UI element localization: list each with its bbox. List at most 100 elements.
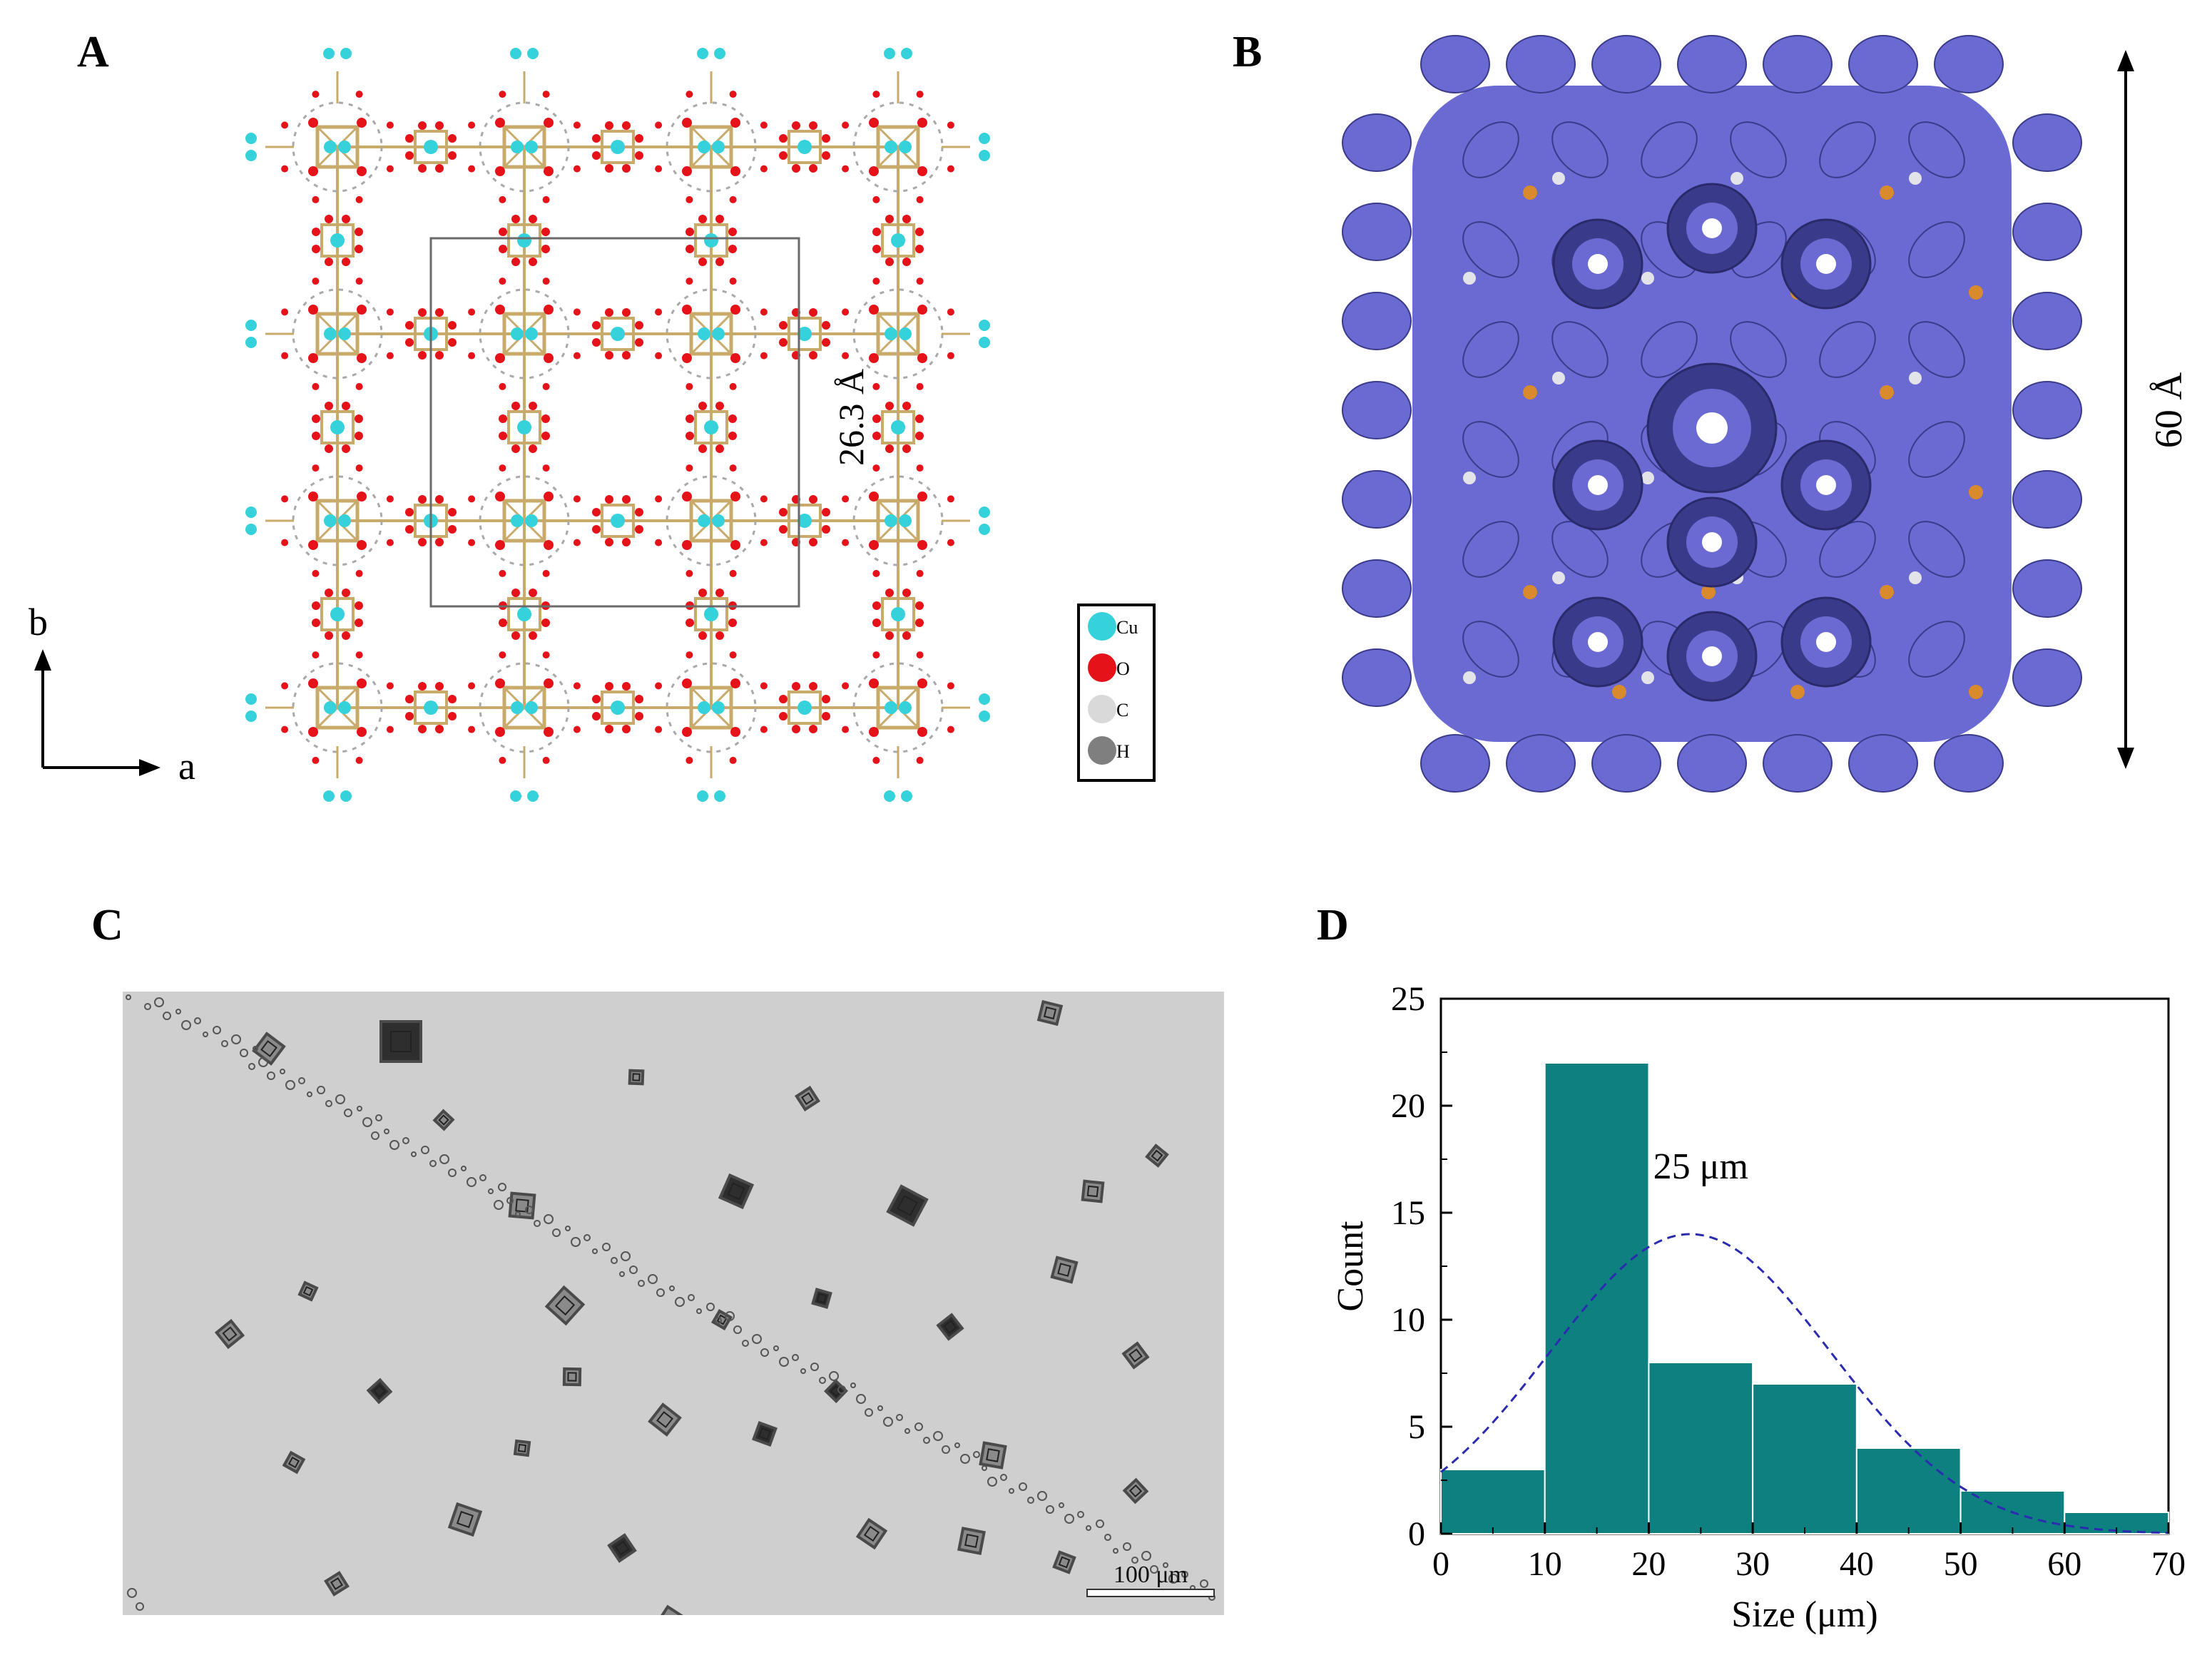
histogram-bar [1752,1383,1857,1534]
crystal-particle [297,1280,319,1302]
arrow-right-icon [139,759,160,776]
crystal-particle [628,1069,645,1086]
panel-label-a: A [77,28,109,76]
paddlewheel-unit [592,682,643,733]
crystal-particle [324,1571,350,1597]
pore-opening [1666,183,1758,274]
cage-node [655,91,768,203]
paddlewheel-unit [779,682,830,733]
height-dimension: 60 Å [2117,50,2190,769]
cage-node [468,277,581,390]
x-tick-label: 0 [1432,1545,1449,1583]
paddlewheel-unit [499,215,550,266]
surface-lobe [2012,113,2082,172]
y-tick-label: 5 [1408,1408,1425,1446]
y-tick-label: 15 [1391,1194,1425,1232]
crystal-particle [957,1527,986,1555]
crystal-particle [379,1020,422,1063]
histogram-bar [1648,1362,1754,1534]
crystal-particle [1050,1256,1079,1284]
surface-lobe [1934,734,2004,793]
surface-lobe [1677,734,1747,793]
x-tick-label: 10 [1528,1545,1562,1583]
panel-label-c: C [91,901,123,949]
histogram-bar [1855,1447,1962,1534]
crystal-particle [513,1439,531,1457]
optical-micrograph: 100 μm [123,992,1224,1615]
surface-lobe [2012,292,2082,350]
crystal-particle [562,1367,582,1387]
surface-lobe [1591,734,1661,793]
crystal-particle [811,1288,832,1309]
paddlewheel-unit [405,682,457,733]
cage-node [655,464,768,577]
cage-node [842,277,954,390]
x-tick-label: 70 [2151,1545,2186,1583]
cell-dimension-label: 26.3 Å [831,369,871,466]
paddlewheel-unit [872,589,924,640]
legend-swatch [1088,736,1116,765]
axis-label-b: b [29,601,48,643]
x-tick-label: 60 [2047,1545,2081,1583]
legend-swatch [1088,695,1116,723]
crystal-particle [214,1318,245,1350]
pore-opening [1780,218,1872,310]
surface-lobe [1763,734,1833,793]
pore-opening [1780,596,1872,688]
surface-dimension-label: 60 Å [2147,372,2190,449]
surface-lobe [1506,35,1576,93]
paddlewheel-unit [685,402,737,453]
unit-cell-outline [429,237,800,608]
peak-annotation: 25 μm [1653,1146,1748,1187]
crystal-particle [795,1086,820,1111]
surface-lobe [1506,734,1576,793]
y-tick-label: 20 [1391,1087,1425,1125]
crystal-particle [886,1184,929,1227]
surface-lobe [1763,35,1833,93]
surface-lobe [1677,35,1747,93]
crystal-particle [282,1450,306,1475]
paddlewheel-unit [312,589,363,640]
crystal-particle [1145,1144,1169,1168]
pore-opening [1646,362,1778,494]
crystal-particle [544,1285,586,1326]
legend-swatch [1088,612,1116,641]
paddlewheel-unit [499,402,550,453]
paddlewheel-unit [312,215,363,266]
legend-label: H [1116,741,1130,762]
surface-lobe [1342,559,1412,618]
crystal-particle [508,1191,536,1220]
surface-lobe [2012,203,2082,261]
paddlewheel-unit [685,215,737,266]
surface-lobe [1342,648,1412,707]
cage-node [655,651,768,764]
crystal-particle [648,1402,682,1437]
panel-label-b: B [1233,28,1263,76]
crystal-particle [366,1378,393,1405]
paddlewheel-unit [592,121,643,173]
pore-opening [1666,497,1758,588]
surface-lobe [1342,113,1412,172]
pore-surface [1342,35,2082,793]
pore-opening [1552,218,1643,310]
pore-opening [1666,611,1758,702]
surface-lobe [2012,559,2082,618]
cage-node [281,277,394,390]
cage-node [281,91,394,203]
crystal-particles [126,994,1215,1615]
crystal-particle [1122,1477,1149,1504]
lattice-network [245,48,990,802]
size-distribution-histogram: 0 10 20 30 40 50 60 70 0 5 10 15 20 25 Size (μm) Count 2… [1330,980,2186,1635]
scale-bar: 100 μm [1086,1562,1215,1597]
pore-opening [1552,596,1643,688]
crystal-particle [447,1502,483,1537]
y-axis-label: Count [1330,1221,1371,1312]
crystal-particle [1036,999,1064,1027]
surface-lobe [1591,35,1661,93]
cage-node [281,651,394,764]
legend-label: C [1116,700,1128,720]
crystal-particle [979,1441,1007,1470]
legend-label: O [1116,658,1130,679]
element-legend: Cu O C H [1077,604,1156,782]
legend-label: Cu [1116,617,1138,638]
